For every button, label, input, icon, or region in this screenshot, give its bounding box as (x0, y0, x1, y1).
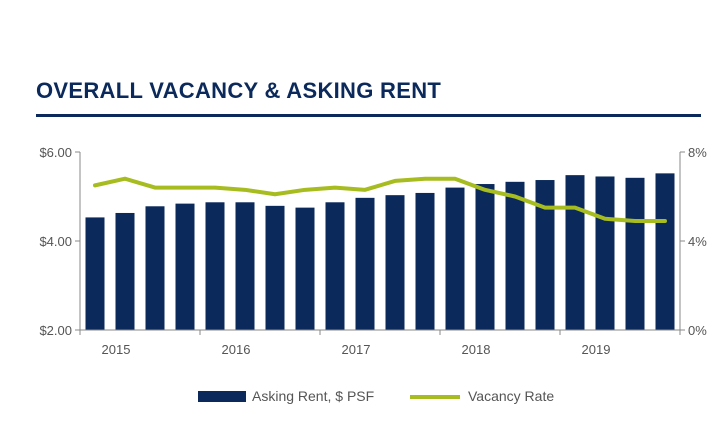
bar-asking-rent-11 (385, 195, 405, 330)
bar-asking-rent-10 (355, 197, 375, 330)
bar-asking-rent-15 (505, 181, 525, 330)
x-tick-label: 2018 (462, 342, 491, 357)
x-tick-label: 2017 (342, 342, 371, 357)
bar-asking-rent-4 (175, 203, 195, 330)
bar-asking-rent-16 (535, 180, 555, 330)
vacancy-rate-line (93, 176, 667, 223)
x-tick-label: 2015 (102, 342, 131, 357)
right-tick-label: 8% (688, 145, 707, 160)
legend-label-asking-rent: Asking Rent, $ PSF (252, 388, 374, 404)
bar-asking-rent-5 (205, 202, 225, 330)
bar-asking-rent-19 (625, 177, 645, 330)
left-tick-label: $6.00 (39, 145, 72, 160)
bar-asking-rent-13 (445, 187, 465, 330)
bar-asking-rent-14 (475, 184, 495, 330)
bar-asking-rent-7 (265, 205, 285, 330)
chart-title: OVERALL VACANCY & ASKING RENT (36, 78, 442, 103)
left-tick-label: $2.00 (39, 323, 72, 338)
bar-asking-rent-18 (595, 176, 615, 330)
bar-asking-rent-6 (235, 202, 255, 330)
bar-asking-rent-9 (325, 202, 345, 330)
left-tick-label: $4.00 (39, 234, 72, 249)
legend-swatch-asking-rent (198, 391, 246, 402)
right-tick-label: 0% (688, 323, 707, 338)
bar-asking-rent-17 (565, 175, 585, 330)
right-tick-label: 4% (688, 234, 707, 249)
x-tick-label: 2019 (582, 342, 611, 357)
legend-label-vacancy-rate: Vacancy Rate (468, 388, 554, 404)
bar-asking-rent-3 (145, 206, 165, 330)
bar-asking-rent-8 (295, 207, 315, 330)
title-underline (36, 114, 701, 117)
x-tick-label: 2016 (222, 342, 251, 357)
bar-asking-rent-1 (85, 217, 105, 330)
bar-asking-rent-2 (115, 212, 135, 330)
bar-asking-rent-12 (415, 192, 435, 330)
bar-asking-rent-20 (655, 173, 675, 330)
